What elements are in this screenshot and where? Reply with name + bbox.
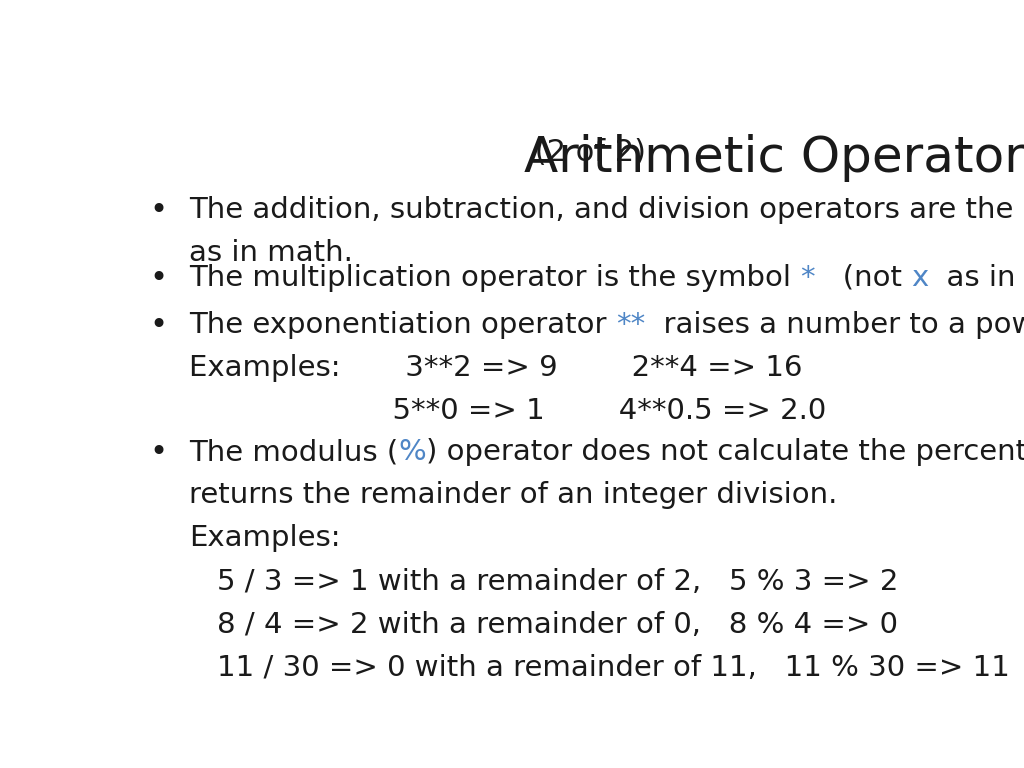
Text: •: •: [150, 438, 167, 467]
Text: %: %: [398, 438, 426, 466]
Text: x: x: [911, 263, 929, 292]
Text: The addition, subtraction, and division operators are the same: The addition, subtraction, and division …: [189, 196, 1024, 223]
Text: (not: (not: [815, 263, 911, 292]
Text: The modulus (: The modulus (: [189, 438, 398, 466]
Text: 11 / 30 => 0 with a remainder of 11,   11 % 30 => 11: 11 / 30 => 0 with a remainder of 11, 11 …: [217, 654, 1010, 682]
Text: •: •: [150, 311, 167, 340]
Text: Arithmetic Operators: Arithmetic Operators: [524, 134, 1024, 181]
Text: The exponentiation operator: The exponentiation operator: [189, 311, 615, 339]
Text: returns the remainder of an integer division.: returns the remainder of an integer divi…: [189, 482, 838, 509]
Text: 5 / 3 => 1 with a remainder of 2,   5 % 3 => 2: 5 / 3 => 1 with a remainder of 2, 5 % 3 …: [217, 568, 898, 596]
Text: •: •: [150, 263, 167, 293]
Text: 5**0 => 1        4**0.5 => 2.0: 5**0 => 1 4**0.5 => 2.0: [189, 397, 826, 425]
Text: (2 of 2): (2 of 2): [524, 137, 646, 167]
Text: The multiplication operator is the symbol: The multiplication operator is the symbo…: [189, 263, 801, 292]
Text: 8 / 4 => 2 with a remainder of 0,   8 % 4 => 0: 8 / 4 => 2 with a remainder of 0, 8 % 4 …: [217, 611, 898, 639]
Text: *: *: [801, 263, 815, 292]
Text: ) operator does not calculate the percentage, it: ) operator does not calculate the percen…: [426, 438, 1024, 466]
Text: raises a number to a power.: raises a number to a power.: [645, 311, 1024, 339]
Text: **: **: [615, 311, 645, 339]
Text: •: •: [150, 196, 167, 225]
Text: Examples:       3**2 => 9        2**4 => 16: Examples: 3**2 => 9 2**4 => 16: [189, 354, 803, 382]
Text: Examples:: Examples:: [189, 525, 341, 552]
Text: as in math).: as in math).: [929, 263, 1024, 292]
Text: as in math.: as in math.: [189, 239, 353, 266]
